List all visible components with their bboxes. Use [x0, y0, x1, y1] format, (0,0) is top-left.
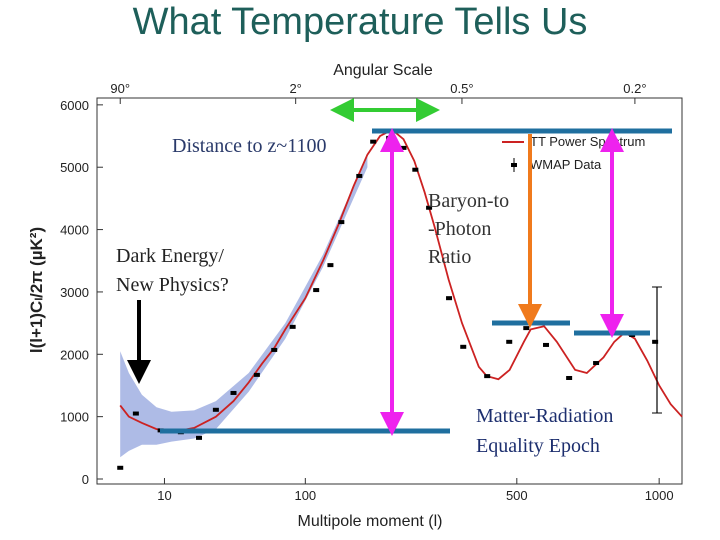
legend: TT Power Spectrum WMAP Data [502, 134, 645, 172]
top-tick-label: 2° [289, 81, 301, 96]
data-point [400, 145, 407, 150]
annotation: Baryon-to [428, 190, 509, 212]
annotation: -Photon [428, 218, 491, 240]
plot: 0 1000 2000 3000 4000 5000 6000 10 100 500 1000 90°… [60, 81, 683, 503]
data-point [506, 339, 513, 344]
overlay: Distance to z~1100 Dark Energy/ New Phys… [116, 98, 672, 457]
annotation: Equality Epoch [476, 435, 600, 457]
data-point [132, 411, 139, 416]
data-point [313, 288, 320, 293]
data-point [523, 326, 530, 331]
x-tick-label: 1000 [645, 488, 674, 503]
x-tick-label: 500 [506, 488, 528, 503]
y-tick-label: 3000 [60, 285, 89, 300]
y-tick-label: 1000 [60, 410, 89, 425]
cosmic-variance-bar [652, 286, 662, 414]
data-point [289, 324, 296, 329]
data-point [253, 372, 260, 377]
annotation: Ratio [428, 246, 471, 268]
legend-label: WMAP Data [530, 157, 602, 172]
data-point [370, 139, 377, 144]
data-point [426, 205, 433, 210]
annotation: New Physics? [116, 274, 229, 296]
data-point [271, 347, 278, 352]
x-tick-label: 10 [157, 488, 171, 503]
x-tick-label: 100 [294, 488, 316, 503]
data-point [652, 339, 659, 344]
y-tick-label: 0 [82, 472, 89, 487]
y-tick-label: 6000 [60, 98, 89, 113]
data-point [484, 374, 491, 379]
data-point [543, 342, 550, 347]
data-point [212, 407, 219, 412]
legend-label: TT Power Spectrum [530, 134, 645, 149]
y-axis-title: l(l+1)Cₗ/2π (µK²) [27, 227, 46, 353]
y-tick-label: 4000 [60, 223, 89, 238]
top-tick-label: 0.2° [623, 81, 646, 96]
top-axis-title: Angular Scale [333, 62, 433, 79]
top-tick-label: 0.5° [450, 81, 473, 96]
annotation: Dark Energy/ [116, 245, 224, 267]
data-point [356, 173, 363, 178]
x-axis-title: Multipole moment (l) [298, 513, 443, 530]
cosmic-variance-band [120, 154, 368, 458]
data-point [460, 344, 467, 349]
slide-title: What Temperature Tells Us [133, 1, 588, 43]
data-point [566, 375, 573, 380]
data-point [412, 167, 419, 172]
data-point [196, 435, 203, 440]
data-point [117, 465, 124, 470]
data-point [593, 361, 600, 366]
data-point [386, 135, 393, 140]
data-point [338, 220, 345, 225]
y-tick-label: 2000 [60, 347, 89, 362]
model-curve [119, 128, 683, 432]
data-point [327, 263, 334, 268]
data-point [230, 390, 237, 395]
annotation: Matter-Radiation [476, 405, 613, 427]
annotation: Distance to z~1100 [172, 135, 326, 157]
top-tick-label: 90° [110, 81, 130, 96]
data-point [446, 296, 453, 301]
y-tick-label: 5000 [60, 160, 89, 175]
